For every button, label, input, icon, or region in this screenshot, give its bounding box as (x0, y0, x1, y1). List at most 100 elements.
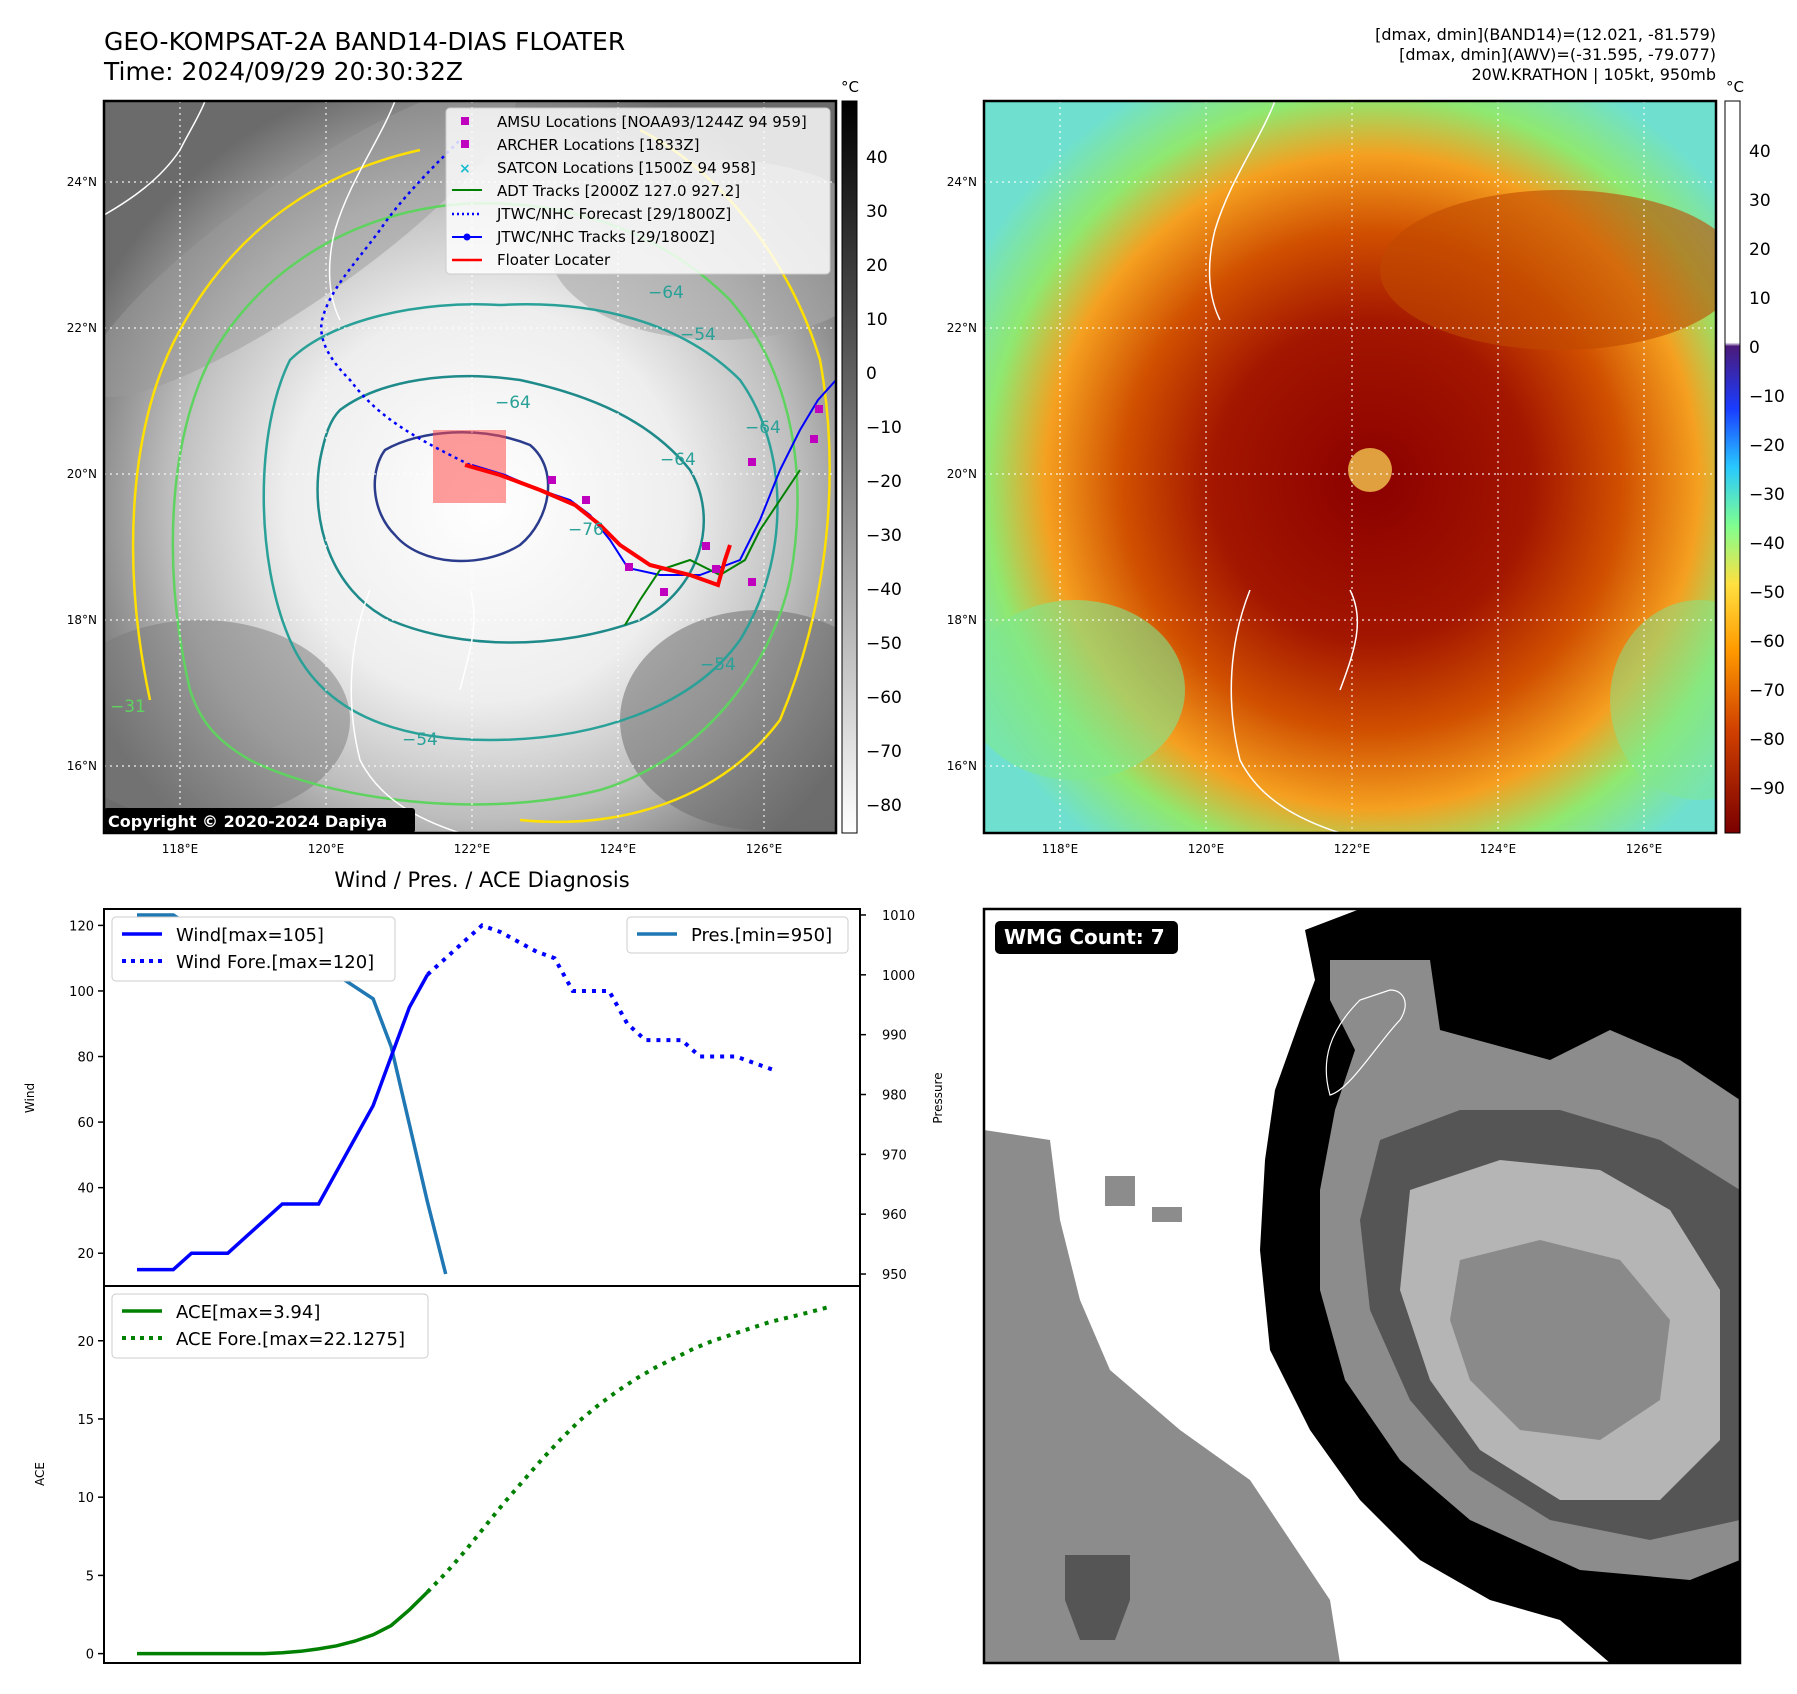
ace-tick-label: 20 (77, 1335, 94, 1350)
ir-cbar-tick: −70 (866, 742, 902, 762)
wind-ylabel: Wind (23, 1083, 37, 1113)
ace-legend-box (111, 1293, 429, 1359)
ir-cbar-tick: 20 (866, 256, 888, 276)
awv-range-text: [dmax, dmin](AWV)=(-31.595, -79.077) (1399, 45, 1716, 64)
ir-colorbar-unit: °C (841, 78, 859, 96)
awv-cbar-tick: −10 (1749, 387, 1785, 407)
wmg-left-dark-patch (1065, 1555, 1130, 1640)
contour-label: −64 (660, 450, 696, 470)
contour-label: −64 (745, 418, 781, 438)
contour-label: −64 (495, 393, 531, 413)
legend-label-adt: ADT Tracks [2000Z 127.0 927.2] (497, 182, 740, 200)
storm-info-text: 20W.KRATHON | 105kt, 950mb (1471, 65, 1716, 84)
awv-coastline-luzon (1230, 589, 1359, 833)
pressure-tick-label: 960 (882, 1208, 907, 1223)
lat-label: 18°N (947, 613, 977, 627)
lon-label: 120°E (1188, 842, 1225, 856)
lat-label: 22°N (67, 321, 97, 335)
ace-tick-label: 15 (77, 1413, 94, 1428)
ir-cbar-tick: 10 (866, 310, 888, 330)
ir-cbar-tick: 40 (866, 148, 888, 168)
legend-label-wind-fore: Wind Fore.[max=120] (176, 952, 374, 973)
legend-marker-satcon: × (459, 161, 471, 177)
wind-tick-label: 20 (77, 1247, 94, 1262)
ir-cloud-band (104, 620, 350, 820)
pressure-ylabel: Pressure (931, 1072, 945, 1123)
awv-cbar-tick: 10 (1749, 289, 1771, 309)
legend-label-wind: Wind[max=105] (176, 925, 324, 946)
ir-cbar-tick: −20 (866, 472, 902, 492)
awv-cbar-tick: 20 (1749, 240, 1771, 260)
ir-cbar-tick: −40 (866, 580, 902, 600)
legend-label-floater: Floater Locater (497, 251, 611, 269)
wmg-panel: WMG Count: 7 (982, 907, 1742, 1665)
legend-label-archer: ARCHER Locations [1833Z] (497, 136, 700, 154)
pressure-legend: Pres.[min=950] (626, 916, 849, 954)
wind-tick-label: 120 (69, 919, 94, 934)
awv-colorbar-unit: °C (1726, 78, 1744, 96)
awv-coastline-taiwan (1208, 101, 1276, 321)
ace-tick-label: 10 (77, 1491, 94, 1506)
wmg-coastline (1325, 989, 1406, 1096)
wmg-grey-chip (1152, 1207, 1182, 1222)
pressure-tick-label: 1000 (882, 969, 915, 984)
ir-colorbar-ticks: 40 30 20 10 0 −10 −20 −30 −40 −50 −60 −7… (866, 148, 902, 816)
pressure-tick-label: 970 (882, 1148, 907, 1163)
awv-colorbar (1724, 100, 1741, 834)
awv-cbar-tick: −20 (1749, 436, 1785, 456)
ace-forecast-line (426, 1305, 828, 1594)
wind-tick-label: 60 (77, 1116, 94, 1131)
legend-label-satcon: SATCON Locations [1500Z 94 958] (497, 159, 756, 177)
contour-label: −64 (648, 283, 684, 303)
awv-cbar-tick: −50 (1749, 583, 1785, 603)
legend-marker-amsu (461, 117, 469, 125)
jtwc-forecast-track (320, 139, 471, 467)
awv-dry-patch (1610, 600, 1716, 800)
coastline-china (104, 101, 206, 216)
ir-cloud-band (620, 610, 836, 830)
awv-cbar-tick: −40 (1749, 534, 1785, 554)
ace-plot-lines (137, 1305, 828, 1656)
wmg-grey-chip (1105, 1176, 1135, 1206)
lat-label: 16°N (67, 759, 97, 773)
copyright-badge (104, 808, 415, 833)
ir-colorbar (841, 100, 858, 834)
lat-label: 20°N (67, 467, 97, 481)
lat-label: 22°N (947, 321, 977, 335)
band14-range-text: [dmax, dmin](BAND14)=(12.021, -81.579) (1375, 25, 1716, 44)
lat-label: 24°N (67, 175, 97, 189)
ir-cbar-tick: 0 (866, 364, 877, 384)
legend-label-jtwc-tracks: JTWC/NHC Tracks [29/1800Z] (496, 228, 715, 246)
awv-cbar-tick: −30 (1749, 485, 1785, 505)
awv-cbar-tick: 0 (1749, 338, 1760, 358)
contour-label: −54 (402, 730, 438, 750)
lon-label: 126°E (1626, 842, 1663, 856)
legend-label-ace: ACE[max=3.94] (176, 1302, 320, 1323)
ace-ylabel: ACE (33, 1462, 47, 1486)
ir-cbar-tick: −60 (866, 688, 902, 708)
lon-label: 118°E (1042, 842, 1079, 856)
legend-label-ace-fore: ACE Fore.[max=22.1275] (176, 1329, 405, 1350)
ir-cbar-tick: −10 (866, 418, 902, 438)
awv-colorbar-ticks: 40 30 20 10 0 −10 −20 −30 −40 −50 −60 −7… (1749, 142, 1785, 799)
ace-legend: ACE[max=3.94] ACE Fore.[max=22.1275] (111, 1293, 429, 1359)
ace-series-line (137, 1590, 429, 1656)
lon-label: 120°E (308, 842, 345, 856)
awv-lon-labels: 118°E 120°E 122°E 124°E 126°E (1042, 842, 1663, 856)
ace-tick-label: 0 (86, 1648, 94, 1663)
wmg-frame (982, 907, 1742, 1665)
lon-label: 118°E (162, 842, 199, 856)
copyright-text: Copyright © 2020-2024 Dapiya (108, 812, 387, 831)
diagnosis-title: Wind / Pres. / ACE Diagnosis (334, 868, 629, 892)
ir-legend-box (445, 107, 831, 275)
awv-map-frame (982, 99, 1718, 835)
awv-cbar-tick: −90 (1749, 779, 1785, 799)
contour-label: −76 (568, 520, 604, 540)
ace-tick-label: 5 (86, 1569, 94, 1584)
wind-tick-label: 100 (69, 985, 94, 1000)
awv-cbar-tick: 40 (1749, 142, 1771, 162)
awv-cbar-tick: −70 (1749, 681, 1785, 701)
awv-lat-labels: 24°N 22°N 20°N 18°N 16°N (947, 175, 977, 773)
wmg-mid-core (1450, 1240, 1670, 1440)
lon-label: 122°E (454, 842, 491, 856)
